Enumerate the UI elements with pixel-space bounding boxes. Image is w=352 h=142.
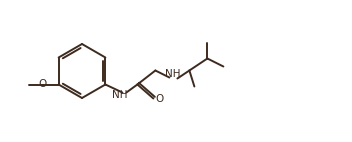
Text: O: O [38, 79, 47, 89]
Text: O: O [155, 94, 164, 105]
Text: NH: NH [165, 68, 180, 79]
Text: NH: NH [112, 89, 127, 100]
